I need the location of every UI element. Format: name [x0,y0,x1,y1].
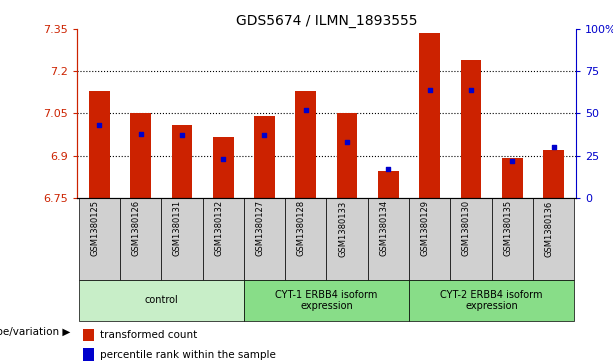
Text: GSM1380132: GSM1380132 [214,200,223,256]
Text: GSM1380134: GSM1380134 [379,200,389,256]
Text: genotype/variation ▶: genotype/variation ▶ [0,327,70,337]
Text: GSM1380130: GSM1380130 [462,200,471,256]
Point [135,131,145,136]
Point [177,132,187,138]
Text: GSM1380128: GSM1380128 [297,200,306,256]
Text: GSM1380136: GSM1380136 [544,200,554,257]
Point [94,122,104,128]
Bar [83,329,94,341]
Point [342,139,352,145]
Point [301,107,311,113]
Text: GSM1380135: GSM1380135 [503,200,512,256]
Bar [254,116,275,198]
Point [549,144,558,150]
Title: GDS5674 / ILMN_1893555: GDS5674 / ILMN_1893555 [235,14,417,28]
Text: percentile rank within the sample: percentile rank within the sample [100,350,276,360]
Bar [326,198,368,280]
Text: GSM1380126: GSM1380126 [132,200,140,256]
Bar [337,114,357,198]
Point [425,87,435,93]
Text: GSM1380127: GSM1380127 [256,200,264,256]
Point [466,87,476,93]
Bar [131,114,151,198]
Text: GSM1380125: GSM1380125 [90,200,99,256]
Text: CYT-2 ERBB4 isoform
expression: CYT-2 ERBB4 isoform expression [440,290,543,311]
Bar [78,198,120,280]
Text: control: control [145,295,178,305]
Bar [89,91,110,198]
Bar [244,198,285,280]
Bar [295,91,316,198]
Point [508,158,517,164]
Text: transformed count: transformed count [100,330,197,340]
Bar [502,159,522,198]
Bar [409,198,451,280]
Bar [83,348,94,361]
Bar [533,198,574,280]
Text: CYT-1 ERBB4 isoform
expression: CYT-1 ERBB4 isoform expression [275,290,378,311]
Bar [213,137,234,198]
Text: GSM1380133: GSM1380133 [338,200,347,257]
Bar [244,280,409,321]
Point [259,132,269,138]
Bar [120,198,161,280]
Bar [451,198,492,280]
Text: GSM1380131: GSM1380131 [173,200,182,256]
Bar [202,198,244,280]
Bar [161,198,202,280]
Point [384,166,394,172]
Bar [78,280,244,321]
Bar [285,198,326,280]
Bar [460,60,481,198]
Point [218,156,228,162]
Bar [409,280,574,321]
Bar [419,33,440,198]
Bar [543,150,564,198]
Bar [172,125,192,198]
Text: GSM1380129: GSM1380129 [421,200,430,256]
Bar [492,198,533,280]
Bar [368,198,409,280]
Bar [378,171,398,198]
